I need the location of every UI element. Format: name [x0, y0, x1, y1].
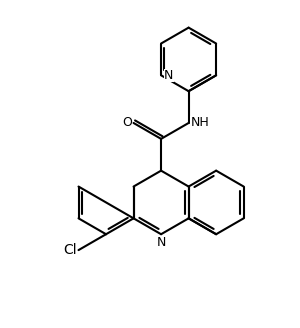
- Text: NH: NH: [190, 116, 209, 130]
- Text: Cl: Cl: [63, 243, 77, 257]
- Text: O: O: [122, 116, 132, 130]
- Text: N: N: [164, 69, 173, 82]
- Text: N: N: [156, 236, 166, 249]
